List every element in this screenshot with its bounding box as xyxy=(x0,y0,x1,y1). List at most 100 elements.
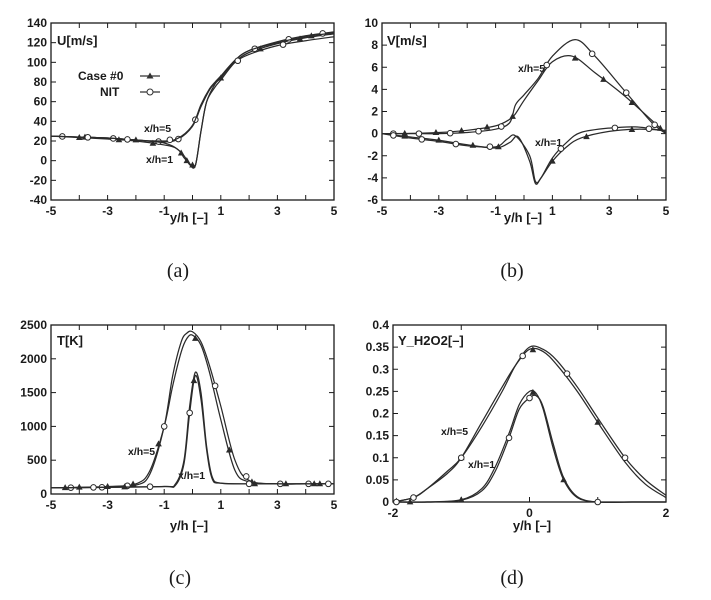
x-tick-label: 1 xyxy=(217,498,224,512)
legend-a: Case #0 NIT xyxy=(78,69,160,99)
x-tick-label: 5 xyxy=(331,204,338,218)
series-line xyxy=(392,345,667,503)
series-line xyxy=(381,126,667,184)
data-point-triangle xyxy=(183,157,191,164)
data-point-triangle xyxy=(458,127,465,134)
series-line xyxy=(50,36,335,142)
x-tick-label: 3 xyxy=(606,204,613,218)
data-point-circle xyxy=(621,454,629,462)
y-tick-label: 8 xyxy=(371,38,378,52)
y-tick-label: 0.05 xyxy=(366,473,390,487)
data-point-circle xyxy=(446,129,454,137)
data-point-triangle xyxy=(600,75,607,82)
data-point-circle xyxy=(279,41,287,48)
y-tick-label: 2 xyxy=(371,105,378,119)
y-tick-label: 60 xyxy=(34,95,48,109)
y-tick-label: 0.4 xyxy=(372,318,389,332)
x-tick-label: -1 xyxy=(159,498,170,512)
y-tick-label: 100 xyxy=(27,55,47,69)
x-tick-label: 3 xyxy=(274,204,281,218)
data-point-circle xyxy=(526,394,533,402)
data-point-triangle xyxy=(583,133,590,140)
y-tick-label: 40 xyxy=(34,114,48,128)
legend-label-nit: NIT xyxy=(100,85,120,99)
plot-frame xyxy=(381,22,667,201)
ylabel-b: V[m/s] xyxy=(387,33,427,48)
y-tick-label: 2500 xyxy=(20,318,47,332)
y-tick-label: 0.2 xyxy=(372,407,389,421)
data-point-circle xyxy=(543,61,551,69)
y-tick-label: -40 xyxy=(30,193,48,207)
series-line xyxy=(392,389,666,503)
data-point-circle xyxy=(146,483,154,491)
annotation-a-xh5: x/h=5 xyxy=(144,123,171,135)
data-point-circle xyxy=(124,136,131,143)
data-point-circle xyxy=(90,484,97,491)
series-line xyxy=(381,128,667,185)
y-tick-label: 0.25 xyxy=(366,384,390,398)
ylabel-d: Y_H2O2[–] xyxy=(398,333,464,348)
plot-frame xyxy=(392,324,667,503)
data-point-circle xyxy=(563,370,571,377)
legend-label-case0: Case #0 xyxy=(78,69,124,83)
data-point-triangle xyxy=(251,480,259,487)
y-tick-label: 10 xyxy=(365,16,379,30)
y-tick-label: 0 xyxy=(382,495,389,509)
y-tick-label: 1500 xyxy=(20,386,47,400)
data-point-circle xyxy=(393,498,400,506)
data-point-triangle xyxy=(549,157,556,164)
y-tick-label: 6 xyxy=(371,60,378,74)
data-point-triangle xyxy=(529,346,537,353)
data-point-circle xyxy=(594,498,602,506)
x-tick-label: 3 xyxy=(274,498,281,512)
x-tick-label: 5 xyxy=(663,204,670,218)
data-point-triangle xyxy=(594,418,602,425)
plot-frame xyxy=(50,22,335,201)
xlabel-c: y/h [–] xyxy=(170,518,208,533)
data-point-circle xyxy=(325,480,332,488)
x-tick-label: -1 xyxy=(490,204,501,218)
data-point-circle xyxy=(390,132,397,139)
x-tick-label: -5 xyxy=(46,204,57,218)
x-tick-label: 2 xyxy=(663,506,670,520)
annotation-b-xh1: x/h=1 xyxy=(535,137,562,149)
data-point-triangle xyxy=(308,32,315,39)
data-point-circle xyxy=(557,145,565,152)
x-tick-label: -3 xyxy=(433,204,444,218)
data-point-circle xyxy=(475,127,482,135)
y-tick-label: -4 xyxy=(367,171,378,185)
panel-a: U[m/s] y/h [–] x/h=5 x/h=1 Case #0 NIT -… xyxy=(27,16,338,225)
ylabel-a: U[m/s] xyxy=(57,33,97,48)
y-tick-label: 20 xyxy=(34,134,48,148)
legend-circle-marker xyxy=(146,88,154,96)
y-tick-label: 0.15 xyxy=(366,429,390,443)
series-line xyxy=(392,394,666,504)
x-tick-label: -3 xyxy=(102,498,113,512)
data-point-circle xyxy=(651,121,658,129)
data-point-triangle xyxy=(192,334,199,341)
annotation-a-xh1: x/h=1 xyxy=(146,154,173,166)
x-tick-label: 1 xyxy=(549,204,556,218)
x-tick-label: 0 xyxy=(526,506,533,520)
xlabel-d: y/h [–] xyxy=(513,518,551,533)
ylabel-c: T[K] xyxy=(57,333,83,348)
data-point-triangle xyxy=(149,139,157,146)
x-tick-label: 5 xyxy=(331,498,338,512)
data-point-circle xyxy=(242,473,250,480)
series-line xyxy=(392,347,667,503)
data-point-circle xyxy=(84,134,92,141)
y-tick-label: -20 xyxy=(30,173,48,187)
y-tick-label: 0 xyxy=(371,127,378,141)
annotation-d-xh5: x/h=5 xyxy=(441,426,468,438)
y-tick-label: 1000 xyxy=(20,419,47,433)
annotation-c-xh5: x/h=5 xyxy=(128,446,155,458)
y-tick-label: 80 xyxy=(34,75,48,89)
plot-frame xyxy=(50,324,335,495)
data-point-circle xyxy=(452,140,460,148)
data-point-triangle xyxy=(628,126,636,133)
x-tick-label: -3 xyxy=(102,204,113,218)
y-tick-label: 0.35 xyxy=(366,340,390,354)
x-tick-label: -1 xyxy=(159,204,170,218)
y-tick-label: 0.1 xyxy=(372,451,389,465)
